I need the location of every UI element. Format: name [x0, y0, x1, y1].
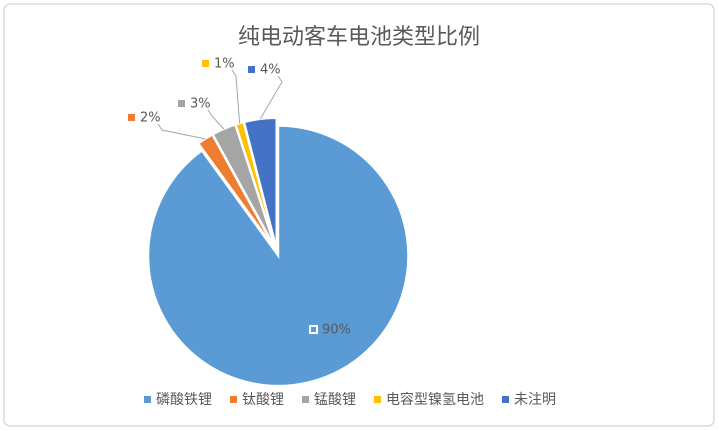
legend-swatch	[302, 396, 309, 403]
legend-swatch	[230, 396, 237, 403]
legend-label: 磷酸铁锂	[156, 392, 212, 408]
legend-swatch	[144, 396, 151, 403]
label-marker	[178, 100, 185, 107]
data-label: 4%	[260, 63, 281, 78]
label-marker	[248, 66, 255, 73]
leader-line	[157, 123, 206, 140]
legend-swatch	[374, 396, 381, 403]
pie-slice	[147, 124, 410, 387]
legend-label: 锰酸锂	[314, 392, 356, 408]
label-marker	[128, 114, 135, 121]
legend-swatch	[502, 396, 509, 403]
data-label: 2%	[140, 111, 161, 126]
pie-slice	[242, 117, 278, 249]
legend-label: 电容型镍氢电池	[386, 391, 484, 408]
leader-line	[207, 109, 225, 130]
label-marker	[202, 60, 209, 67]
label-marker	[309, 325, 318, 334]
chart-title: 纯电动客车电池类型比例	[238, 25, 480, 50]
leader-line	[231, 69, 241, 124]
data-label: 90%	[322, 323, 351, 338]
data-label: 1%	[214, 57, 235, 72]
data-label: 3%	[190, 97, 211, 112]
legend-label: 钛酸锂	[242, 392, 284, 408]
leader-line	[259, 75, 283, 120]
legend-label: 未注明	[514, 392, 556, 408]
